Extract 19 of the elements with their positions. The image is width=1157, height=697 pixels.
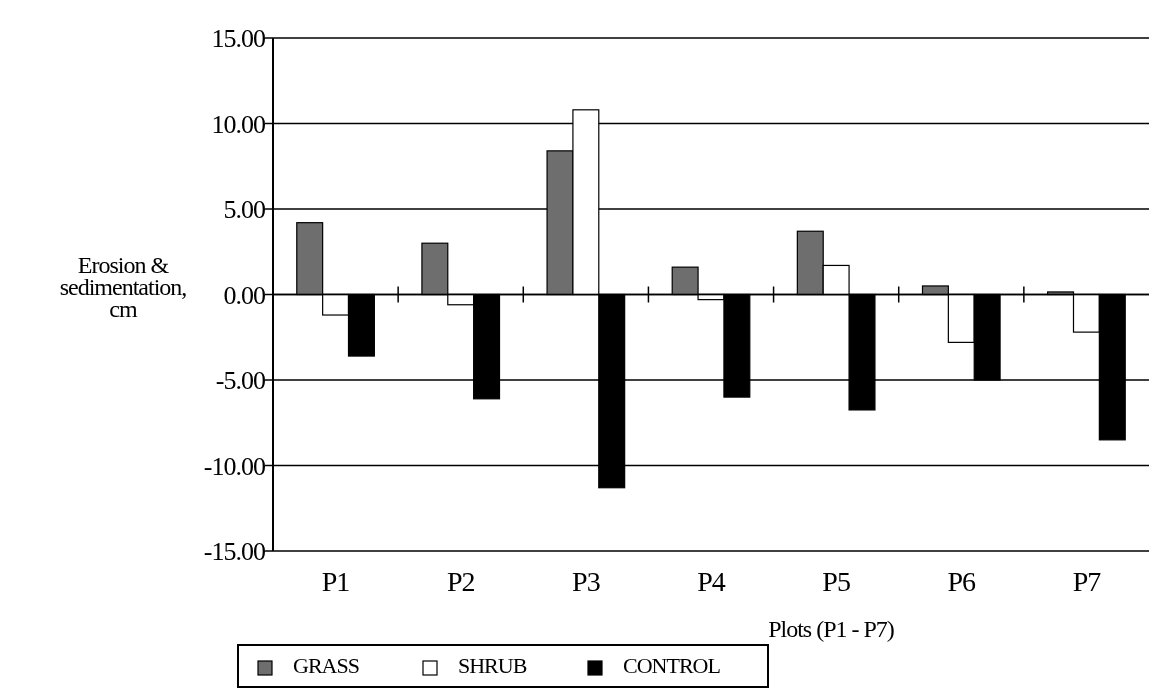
x-tick-label: P5 bbox=[822, 566, 850, 597]
legend-label: GRASS bbox=[293, 653, 359, 678]
x-tick-label: P7 bbox=[1072, 566, 1102, 597]
legend-label: CONTROL bbox=[623, 653, 721, 678]
legend-label: SHRUB bbox=[458, 653, 527, 678]
y-tick-label: -5.00 bbox=[215, 366, 266, 396]
x-tick-label: P4 bbox=[697, 566, 726, 597]
x-tick-label: P6 bbox=[947, 566, 977, 597]
y-tick-label: -10.00 bbox=[203, 451, 266, 481]
y-tick-label: 10.00 bbox=[211, 109, 266, 139]
x-tick-label: P1 bbox=[321, 566, 350, 597]
y-tick-label: -15.00 bbox=[203, 537, 266, 567]
x-axis-title: Plots (P1 - P7) bbox=[768, 616, 894, 642]
y-axis-title: Erosion & sedimentation, cm bbox=[59, 251, 187, 322]
x-tick-label: P2 bbox=[446, 566, 475, 597]
y-tick-label: 0.00 bbox=[223, 280, 266, 310]
y-tick-label: 15.00 bbox=[211, 24, 266, 54]
y-tick-label: 5.00 bbox=[223, 195, 266, 225]
x-tick-label: P3 bbox=[572, 566, 600, 597]
